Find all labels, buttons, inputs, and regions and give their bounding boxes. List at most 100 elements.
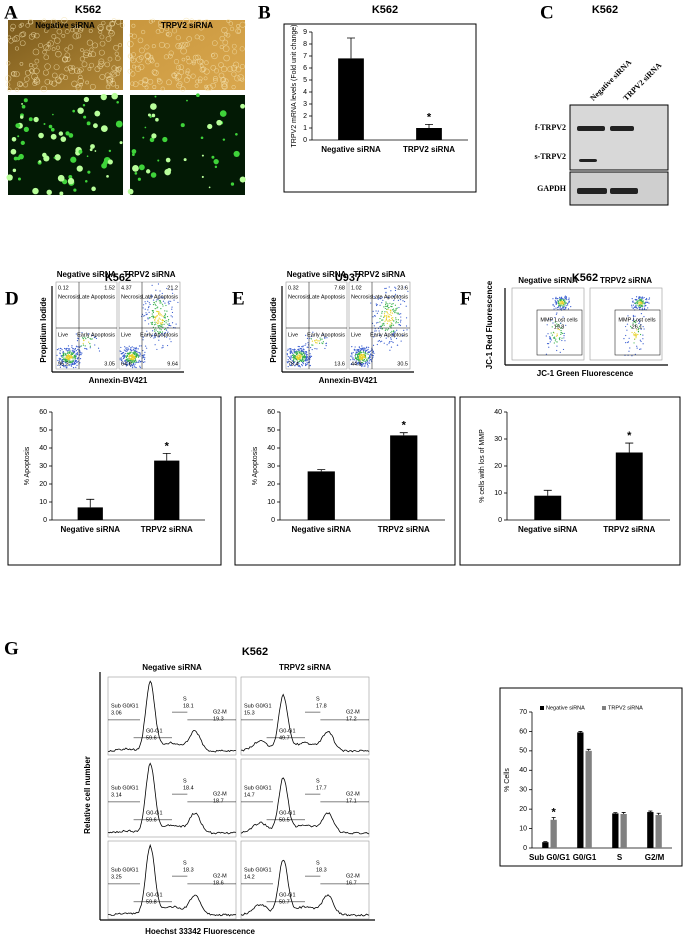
- event: [77, 353, 79, 356]
- event: [159, 335, 161, 337]
- event: [301, 358, 303, 360]
- bar: [542, 842, 549, 848]
- event: [632, 319, 634, 322]
- cell: [86, 121, 91, 126]
- quadrant-label: Late Apoptosis: [142, 294, 178, 300]
- event: [302, 346, 304, 348]
- histogram: [240, 693, 370, 753]
- event: [309, 357, 311, 359]
- event: [59, 347, 62, 350]
- event: [384, 314, 386, 317]
- event: [378, 330, 380, 332]
- event: [124, 355, 126, 357]
- cell: [162, 136, 168, 143]
- event: [156, 314, 158, 317]
- event: [385, 287, 387, 289]
- event: [376, 343, 378, 346]
- event: [154, 344, 156, 346]
- cell: [235, 66, 242, 73]
- event: [71, 345, 73, 347]
- event: [128, 362, 130, 365]
- event: [135, 361, 137, 363]
- event: [556, 302, 558, 304]
- event: [360, 354, 362, 356]
- event: [132, 362, 135, 365]
- event: [287, 349, 289, 352]
- event: [380, 315, 382, 317]
- event: [161, 331, 164, 333]
- cell: [101, 20, 106, 26]
- event: [636, 302, 639, 305]
- cell: [229, 26, 235, 32]
- phase-value: 49.7: [279, 735, 290, 741]
- event: [292, 361, 295, 363]
- event: [566, 299, 568, 301]
- event: [152, 317, 154, 319]
- event: [394, 331, 396, 333]
- event: [138, 355, 140, 357]
- event: [311, 348, 313, 351]
- event: [570, 306, 572, 308]
- y-tick-label: 6: [303, 65, 307, 72]
- cell: [140, 29, 146, 35]
- event: [289, 356, 291, 358]
- event: [554, 321, 556, 323]
- event: [143, 304, 145, 306]
- event: [128, 356, 130, 358]
- x-tick-label: S: [617, 853, 623, 862]
- event: [356, 349, 358, 351]
- event: [291, 349, 293, 351]
- event: [360, 350, 362, 352]
- event: [293, 356, 295, 358]
- event: [368, 360, 370, 362]
- event: [75, 355, 78, 357]
- event: [60, 364, 62, 366]
- event: [354, 363, 357, 366]
- cell: [85, 180, 88, 183]
- cell: [236, 24, 241, 29]
- cell: [6, 61, 11, 66]
- quadrant-value: 13.6: [334, 361, 345, 367]
- event: [631, 306, 633, 308]
- event: [563, 298, 565, 300]
- event: [289, 350, 291, 353]
- event: [369, 350, 372, 352]
- event: [390, 320, 392, 322]
- cell: [94, 66, 101, 73]
- cell: [45, 45, 51, 52]
- event: [95, 337, 98, 340]
- event: [352, 357, 354, 359]
- axis-label: Annexin-BV421: [89, 376, 148, 385]
- event: [388, 319, 390, 321]
- event: [648, 298, 650, 300]
- phase-value: 18.3: [183, 867, 194, 873]
- event: [168, 300, 170, 302]
- event: [57, 359, 59, 362]
- event: [639, 321, 641, 323]
- panel-letter: D: [5, 288, 19, 309]
- phase-value: 16.7: [346, 880, 357, 886]
- event: [159, 290, 161, 292]
- cell: [13, 71, 20, 78]
- event: [363, 360, 365, 362]
- event: [72, 348, 75, 350]
- event: [568, 298, 570, 301]
- cell: [81, 61, 88, 68]
- event: [126, 348, 128, 351]
- event: [560, 329, 562, 332]
- event: [124, 352, 126, 355]
- event: [163, 328, 166, 331]
- cell: [61, 17, 68, 24]
- event: [61, 361, 64, 364]
- event: [162, 300, 165, 302]
- cell: [152, 85, 157, 89]
- event: [150, 294, 152, 296]
- event: [140, 345, 142, 347]
- cell: [99, 34, 105, 40]
- event: [83, 339, 85, 342]
- event: [639, 339, 641, 341]
- event: [146, 330, 148, 332]
- phase-value: 59.6: [146, 735, 157, 741]
- cell: [151, 44, 156, 49]
- event: [632, 307, 634, 309]
